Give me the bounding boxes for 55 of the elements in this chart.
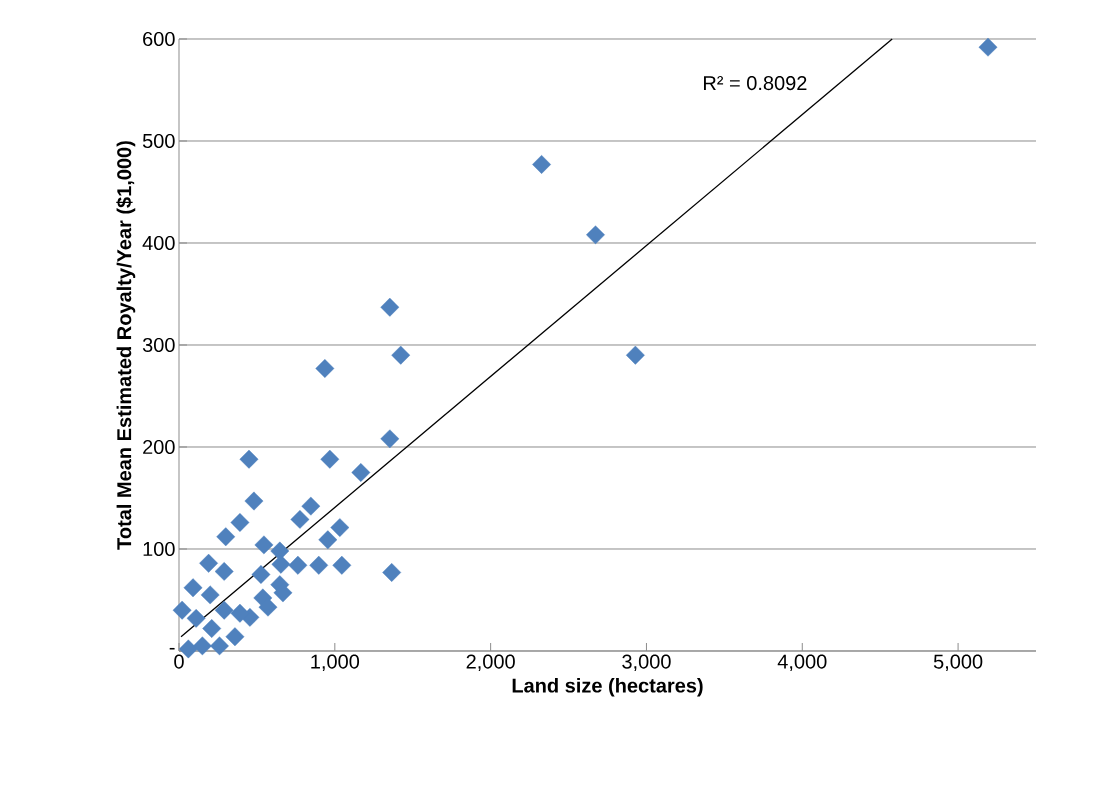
point xyxy=(254,535,274,555)
point xyxy=(309,555,329,575)
point xyxy=(391,345,411,365)
x-axis-title: Land size (hectares) xyxy=(512,677,703,697)
point xyxy=(288,555,308,575)
point xyxy=(532,155,551,174)
point xyxy=(626,345,645,365)
point xyxy=(186,608,206,628)
point xyxy=(214,600,234,620)
point xyxy=(200,585,220,605)
point xyxy=(318,530,338,550)
point xyxy=(351,463,371,482)
point xyxy=(978,37,998,57)
x-tick-label: 2,000 xyxy=(466,654,515,672)
x-tick-label: 0 xyxy=(174,654,184,669)
point xyxy=(315,359,335,378)
x-tick-label: 5,000 xyxy=(933,654,983,672)
point xyxy=(586,225,605,245)
point xyxy=(270,541,290,561)
point xyxy=(216,527,236,547)
point xyxy=(330,518,350,537)
point xyxy=(382,563,402,582)
annotation: R² = 0.8092 xyxy=(704,75,807,91)
point xyxy=(230,513,250,532)
point xyxy=(244,491,264,511)
x-tick-label: 3,000 xyxy=(622,654,671,672)
y-tick-label: 100 xyxy=(143,541,175,557)
point xyxy=(290,510,310,529)
y-axis-title: Total Mean Estimated Royalty/Year ($1,000) xyxy=(116,141,136,550)
point xyxy=(320,449,340,469)
point xyxy=(183,578,203,598)
x-tick-label: 4,000 xyxy=(777,654,827,672)
y-tick-label: 200 xyxy=(143,439,175,455)
point xyxy=(214,562,234,581)
point xyxy=(380,297,400,317)
point xyxy=(210,636,229,656)
point xyxy=(239,449,259,469)
point xyxy=(172,600,192,620)
point xyxy=(202,619,222,638)
point xyxy=(251,565,271,584)
point xyxy=(271,554,291,574)
point xyxy=(380,429,400,449)
x-tick-label: 1,000 xyxy=(311,654,360,672)
y-tick-label: 600 xyxy=(143,31,175,47)
y-tick-label: 400 xyxy=(142,235,175,251)
point xyxy=(332,555,352,575)
point xyxy=(192,636,212,656)
point xyxy=(301,496,321,516)
y-tick-label: - xyxy=(169,647,175,650)
point xyxy=(225,627,245,647)
point xyxy=(230,603,250,623)
point xyxy=(199,553,218,573)
point xyxy=(258,597,278,617)
y-tick-label: 500 xyxy=(142,133,175,149)
y-tick-label: 300 xyxy=(142,337,175,353)
